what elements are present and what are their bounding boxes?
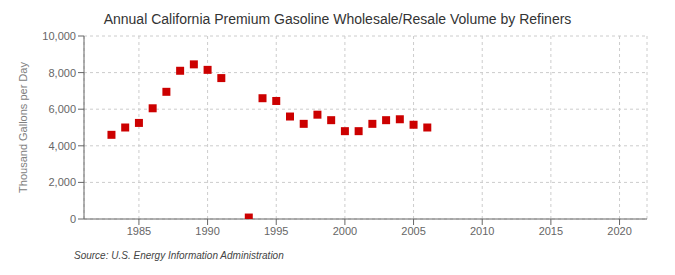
svg-text:4,000: 4,000 xyxy=(48,140,76,152)
svg-text:2,000: 2,000 xyxy=(48,176,76,188)
svg-text:2005: 2005 xyxy=(401,225,425,237)
svg-text:1990: 1990 xyxy=(195,225,219,237)
svg-text:Thousand Gallons per Day: Thousand Gallons per Day xyxy=(17,62,29,193)
svg-text:0: 0 xyxy=(70,213,76,225)
svg-text:2000: 2000 xyxy=(333,225,357,237)
html-text:Source: U.S. Energy Informatio: Source: U.S. Energy Information Administ… xyxy=(74,250,284,261)
svg-text:1985: 1985 xyxy=(127,225,151,237)
svg-text:6,000: 6,000 xyxy=(48,103,76,115)
svg-text:10,000: 10,000 xyxy=(42,30,76,42)
svg-text:2010: 2010 xyxy=(470,225,494,237)
svg-text:2015: 2015 xyxy=(539,225,563,237)
svg-text:2020: 2020 xyxy=(607,225,631,237)
html-text:Annual California Premium Gaso: Annual California Premium Gasoline Whole… xyxy=(103,11,572,27)
svg-text:8,000: 8,000 xyxy=(48,67,76,79)
svg-text:1995: 1995 xyxy=(264,225,288,237)
